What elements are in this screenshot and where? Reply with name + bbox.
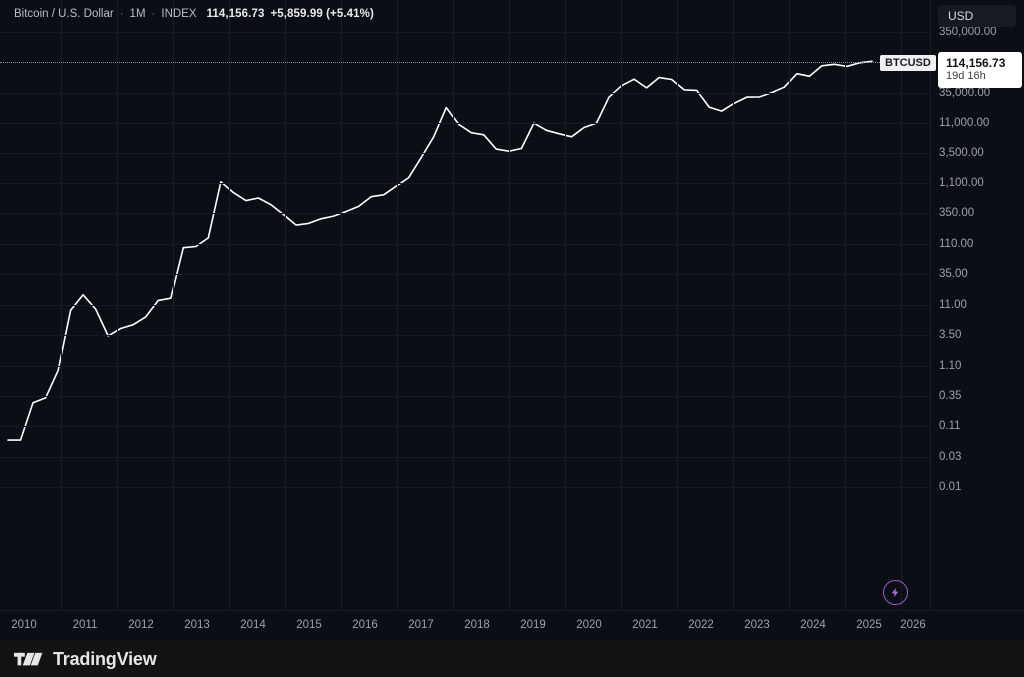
price-tick-label: 3.50 xyxy=(939,329,962,341)
gridline-horizontal xyxy=(0,335,930,336)
price-tick-label: 350.00 xyxy=(939,207,975,219)
last-price-line xyxy=(0,62,930,63)
price-tick-label: 0.01 xyxy=(939,481,962,493)
price-tick-label: 11,000.00 xyxy=(939,117,990,129)
time-tick-label: 2013 xyxy=(184,619,210,631)
legend-interval[interactable]: 1M xyxy=(129,8,146,20)
gridline-horizontal xyxy=(0,244,930,245)
tradingview-logo[interactable]: TradingView xyxy=(14,649,157,670)
time-tick-label: 2020 xyxy=(576,619,602,631)
price-tick-label: 0.35 xyxy=(939,390,962,402)
gridline-horizontal xyxy=(0,487,930,488)
gridline-horizontal xyxy=(0,396,930,397)
time-tick-label: 2011 xyxy=(72,619,98,631)
price-tick-label: 35.00 xyxy=(939,268,968,280)
price-tick-label: 0.11 xyxy=(939,420,961,432)
time-tick-label: 2018 xyxy=(464,619,490,631)
legend-exchange: INDEX xyxy=(161,8,197,20)
legend-last-price: 114,156.73 xyxy=(206,8,265,20)
gridline-horizontal xyxy=(0,213,930,214)
time-tick-label: 2019 xyxy=(520,619,546,631)
gridline-horizontal xyxy=(0,153,930,154)
time-tick-label: 2016 xyxy=(352,619,378,631)
gridline-horizontal xyxy=(0,123,930,124)
bar-countdown: 19d 16h xyxy=(946,70,986,82)
currency-badge[interactable]: USD xyxy=(938,5,1016,27)
price-scale[interactable]: 350,000.00 35,000.00 11,000.00 3,500.00 … xyxy=(930,0,1024,610)
price-tick-label: 35,000.00 xyxy=(939,87,991,99)
current-price-box: 114,156.73 19d 16h xyxy=(938,52,1022,88)
time-scale[interactable]: 2010 2011 2012 2013 2014 2015 2016 2017 … xyxy=(0,610,1024,640)
chart-legend[interactable]: Bitcoin / U.S. Dollar · 1M · INDEX 114,1… xyxy=(14,8,374,20)
gridline-horizontal xyxy=(0,426,930,427)
legend-separator: · xyxy=(119,8,124,20)
time-tick-label: 2010 xyxy=(11,619,37,631)
legend-symbol-name: Bitcoin / U.S. Dollar xyxy=(14,8,114,20)
price-tick-label: 350,000.00 xyxy=(939,26,997,38)
time-tick-label: 2015 xyxy=(296,619,322,631)
time-tick-label: 2026 xyxy=(900,619,926,631)
gridline-horizontal xyxy=(0,366,930,367)
time-tick-label: 2012 xyxy=(128,619,154,631)
price-tick-label: 110.00 xyxy=(939,238,974,250)
footer-bar: TradingView xyxy=(0,640,1024,677)
legend-change: +5,859.99 (+5.41%) xyxy=(270,8,374,20)
price-series-line xyxy=(7,60,873,441)
gridline-horizontal xyxy=(0,457,930,458)
symbol-price-tag: BTCUSD xyxy=(880,55,936,71)
gridline-horizontal xyxy=(0,274,930,275)
time-tick-label: 2021 xyxy=(632,619,658,631)
price-tick-label: 1,100.00 xyxy=(939,177,984,189)
chart-plot-area[interactable]: BTCUSD xyxy=(0,0,936,610)
time-tick-label: 2024 xyxy=(800,619,826,631)
current-price-value: 114,156.73 xyxy=(946,56,1006,70)
time-tick-label: 2022 xyxy=(688,619,714,631)
gridline-horizontal xyxy=(0,305,930,306)
gridline-horizontal xyxy=(0,183,930,184)
time-tick-label: 2014 xyxy=(240,619,266,631)
price-tick-label: 0.03 xyxy=(939,451,962,463)
time-tick-label: 2025 xyxy=(856,619,882,631)
tradingview-wordmark: TradingView xyxy=(53,649,157,669)
lightning-bolt-icon[interactable] xyxy=(883,580,908,605)
time-tick-label: 2023 xyxy=(744,619,770,631)
gridline-horizontal xyxy=(0,93,930,94)
price-tick-label: 1.10 xyxy=(939,360,962,372)
legend-separator: · xyxy=(151,8,156,20)
time-tick-label: 2017 xyxy=(408,619,434,631)
price-tick-label: 3,500.00 xyxy=(939,147,984,159)
price-tick-label: 11.00 xyxy=(939,299,967,311)
gridline-horizontal xyxy=(0,32,930,33)
